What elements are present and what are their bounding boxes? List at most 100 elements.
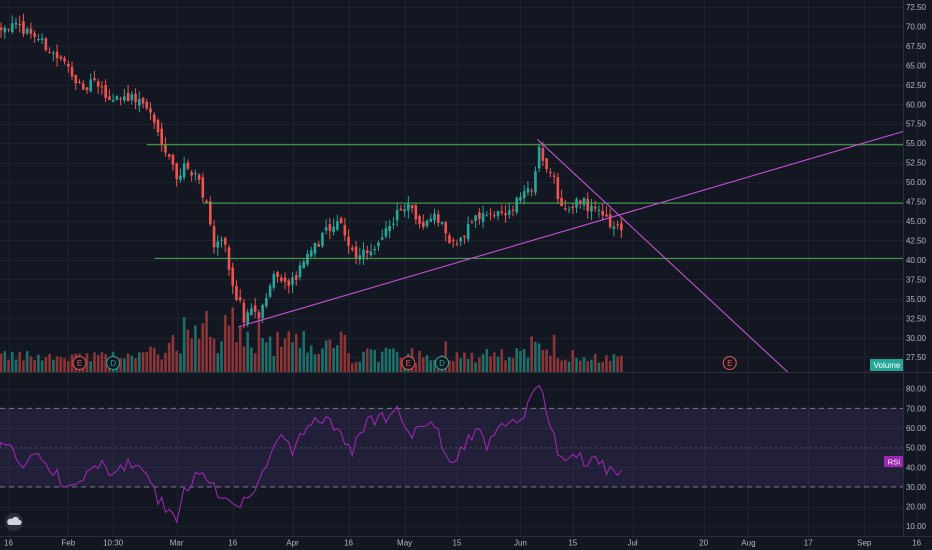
candle-body	[493, 215, 496, 217]
rsi-value-badge[interactable]: RSI	[884, 456, 904, 467]
rsi-tick-label: 30.00	[906, 483, 927, 492]
time-tick-label: Mar	[170, 539, 184, 548]
volume-bar	[160, 359, 164, 372]
rsi-axis[interactable]: 80.00 70.00 60.00 50.00 40.00 30.00 20.00 10.00…	[884, 385, 927, 531]
earnings-marker[interactable]: E	[72, 356, 87, 370]
price-tick-label: 52.50	[906, 159, 927, 168]
candle-body	[504, 213, 507, 216]
candle-body	[474, 215, 477, 221]
candle-body	[605, 214, 608, 217]
volume-bar	[365, 348, 369, 372]
time-tick-label: 10:30	[103, 539, 124, 548]
volume-bar	[227, 325, 231, 372]
volume-bar	[380, 351, 384, 372]
candle-body	[66, 63, 70, 67]
candle-body	[597, 209, 601, 211]
candle-body	[167, 154, 171, 157]
candle-body	[0, 27, 3, 31]
volume-bar	[272, 355, 276, 372]
marker-label: E	[77, 359, 82, 368]
candle-body	[37, 38, 40, 40]
volume-bar	[29, 356, 33, 372]
candle-body	[496, 210, 500, 217]
earnings-marker[interactable]: E	[401, 356, 416, 370]
candle-body	[377, 242, 380, 246]
candle-body	[545, 158, 548, 170]
volume-bar	[167, 342, 171, 372]
tradingview-logo[interactable]	[5, 513, 23, 531]
candle-body	[194, 173, 197, 175]
volume-bar	[145, 351, 149, 372]
time-tick-label: 16	[228, 539, 237, 548]
volume-bar	[530, 336, 533, 372]
candle-body	[530, 190, 533, 192]
candle-body	[448, 235, 451, 243]
candle-body	[489, 213, 492, 215]
price-axis[interactable]: 72.50 70.00 67.50 65.00 62.50 60.00 57.50 55.00…	[870, 3, 927, 371]
volume-bar	[343, 334, 347, 372]
candle-body	[552, 175, 556, 177]
candle-body	[582, 197, 586, 206]
time-axis[interactable]: 16 Feb 10:30 Mar 16 Apr 16 May 15 Jun 15 Jul 20 Aug 17…	[4, 539, 922, 548]
candle-body	[403, 209, 406, 212]
candle-body	[433, 213, 436, 221]
candle-body	[70, 66, 74, 77]
volume-bar	[377, 361, 380, 372]
trend-line[interactable]	[238, 130, 904, 328]
volume-bar	[93, 352, 96, 372]
candle-body	[268, 285, 272, 297]
dividend-marker[interactable]: D	[434, 356, 449, 370]
rsi-tick-label: 50.00	[906, 444, 927, 453]
candle-body	[123, 96, 126, 101]
candle-body	[208, 201, 212, 225]
candle-body	[365, 250, 369, 253]
volume-bar	[578, 360, 582, 372]
candle-body	[171, 154, 175, 165]
candle-body	[40, 38, 44, 41]
volume-badge[interactable]: Volume	[870, 359, 904, 371]
volume-bar	[220, 341, 223, 372]
volume-bar	[242, 346, 246, 372]
time-tick-label: Apr	[286, 539, 299, 548]
candlesticks[interactable]	[0, 13, 623, 329]
candle-body	[74, 75, 78, 84]
candle-body	[141, 97, 145, 104]
candle-body	[201, 177, 205, 198]
candle-body	[25, 28, 29, 34]
support-resistance-lines[interactable]	[146, 144, 903, 259]
volume-bar	[459, 358, 462, 372]
candle-body	[590, 205, 593, 212]
candle-body	[388, 226, 391, 232]
candle-body	[560, 197, 563, 207]
volume-bar	[55, 356, 59, 372]
volume-bar	[197, 338, 201, 372]
candle-body	[238, 297, 242, 301]
volume-bar	[339, 331, 343, 372]
volume-badge-bg	[870, 359, 904, 371]
candle-body	[466, 223, 470, 240]
candle-body	[601, 210, 604, 216]
volume-bar	[493, 352, 496, 372]
candle-body	[137, 98, 141, 106]
trend-line[interactable]	[536, 138, 789, 373]
volume-bar	[253, 353, 257, 372]
volume-bar	[481, 354, 485, 372]
marker-circle	[401, 356, 416, 370]
rsi-tick-label: 20.00	[906, 503, 927, 512]
candle-body	[578, 200, 582, 204]
volume-bar	[25, 351, 29, 372]
earnings-marker[interactable]: E	[722, 356, 737, 370]
dividend-marker[interactable]: D	[106, 356, 121, 370]
candle-body	[33, 33, 36, 37]
rsi-indicator	[0, 384, 622, 524]
volume-bar	[238, 326, 242, 372]
trend-lines[interactable]	[238, 130, 904, 373]
volume-bar	[186, 329, 190, 372]
candle-body	[63, 58, 66, 62]
volume-bar	[235, 342, 238, 372]
candle-body	[507, 210, 511, 215]
volume-bar	[362, 351, 365, 372]
